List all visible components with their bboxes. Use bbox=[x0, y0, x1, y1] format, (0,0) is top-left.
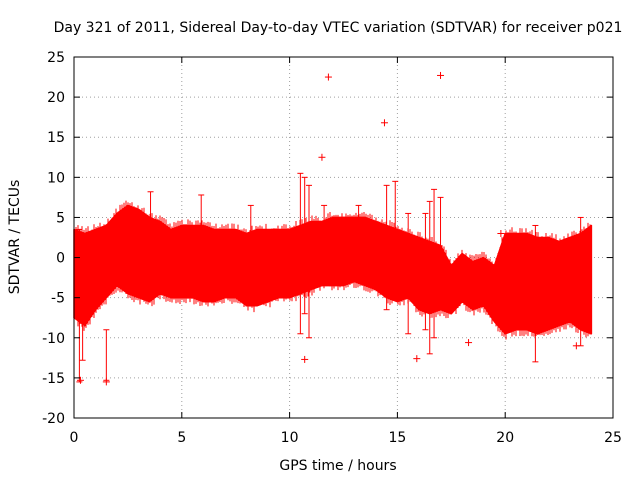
y-tick-label: 15 bbox=[47, 130, 65, 146]
y-tick-label: -20 bbox=[42, 411, 65, 427]
data-point bbox=[413, 355, 421, 363]
y-tick-label: -5 bbox=[51, 291, 65, 307]
y-tick-label: -15 bbox=[42, 371, 65, 387]
x-tick-label: 5 bbox=[177, 430, 186, 446]
data-point bbox=[76, 376, 84, 384]
x-axis-title: GPS time / hours bbox=[279, 458, 396, 474]
y-tick-label: 20 bbox=[47, 90, 65, 106]
data-point bbox=[301, 355, 309, 363]
axis-ticks: 0 5 10 15 20 25 -20 -15 -10 -5 0 5 10 15 20 25 bbox=[42, 50, 622, 446]
data-point bbox=[380, 119, 388, 127]
plot-frame bbox=[73, 56, 614, 419]
data-point bbox=[497, 229, 505, 237]
data-layer bbox=[73, 71, 593, 386]
data-point bbox=[437, 71, 445, 79]
data-point bbox=[572, 342, 580, 350]
data-point bbox=[102, 378, 110, 386]
y-tick-label: -10 bbox=[42, 331, 65, 347]
x-tick-label: 10 bbox=[281, 430, 299, 446]
data-point bbox=[318, 153, 326, 161]
data-point bbox=[324, 73, 332, 81]
y-axis-title: SDTVAR / TECUs bbox=[7, 180, 23, 295]
y-tick-label: 25 bbox=[47, 50, 65, 66]
x-tick-label: 20 bbox=[496, 430, 514, 446]
data-point bbox=[465, 339, 473, 347]
y-tick-label: 0 bbox=[56, 251, 65, 267]
y-tick-label: 10 bbox=[47, 170, 65, 186]
y-tick-label: 5 bbox=[56, 210, 65, 226]
x-tick-label: 15 bbox=[388, 430, 406, 446]
x-tick-label: 25 bbox=[604, 430, 622, 446]
x-tick-label: 0 bbox=[70, 430, 79, 446]
chart-title: Day 321 of 2011, Sidereal Day-to-day VTE… bbox=[54, 20, 623, 36]
